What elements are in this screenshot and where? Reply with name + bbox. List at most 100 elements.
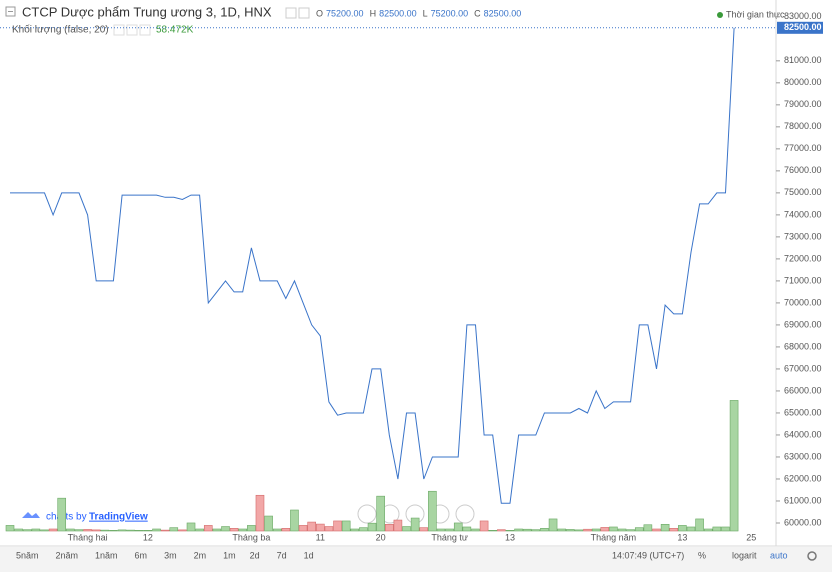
x-tick-label: 13 [677, 532, 687, 542]
range-button[interactable]: 1d [304, 550, 314, 560]
y-tick-label: 83000.00 [784, 11, 822, 21]
volume-bar [652, 528, 661, 532]
price-line [10, 27, 735, 504]
volume-bar [505, 530, 515, 532]
volume-bar [281, 528, 291, 532]
volume-bar [195, 528, 204, 532]
y-tick-label: 66000.00 [784, 385, 822, 395]
volume-bar [660, 523, 670, 532]
volume-bar [626, 529, 635, 532]
volume-bar [109, 530, 118, 532]
volume-legend: Khối lượng (false, 20) [12, 24, 109, 36]
nav-right[interactable] [455, 504, 475, 524]
volume-bar [531, 529, 541, 532]
volume-bar [669, 528, 679, 532]
x-tick-label: Tháng năm [591, 532, 637, 542]
volume-bar [341, 520, 351, 532]
range-button[interactable]: 2m [194, 550, 207, 560]
y-tick-label: 75000.00 [784, 187, 822, 197]
volume-bar [402, 526, 411, 532]
ohlc-value: 75200.00 [431, 8, 469, 18]
volume-bar [384, 523, 394, 532]
range-button[interactable]: 3m [164, 550, 177, 560]
x-tick-label: 13 [505, 532, 515, 542]
volume-bar [514, 528, 523, 532]
icon [285, 7, 297, 19]
y-tick-label: 64000.00 [784, 429, 822, 439]
ohlc-label: O [316, 8, 323, 18]
volume-bar [221, 526, 230, 532]
volume-bar [298, 525, 308, 532]
auto-button[interactable]: auto [770, 550, 788, 560]
range-button[interactable]: 1năm [95, 550, 118, 560]
log-button[interactable]: logarit [732, 550, 757, 560]
icon [113, 24, 125, 36]
volume-bar [40, 529, 49, 532]
percent-button[interactable]: % [698, 550, 706, 560]
icon [126, 24, 138, 36]
range-button[interactable]: 7d [277, 550, 287, 560]
volume-bar [272, 528, 282, 532]
volume-bar [264, 515, 273, 532]
volume-bar [229, 528, 239, 532]
ohlc-value: 75200.00 [326, 8, 364, 18]
volume-bar [479, 520, 489, 532]
range-button[interactable]: 2năm [56, 550, 79, 560]
volume-bar [695, 518, 704, 532]
nav-left[interactable] [357, 504, 377, 524]
volume-bar [203, 525, 213, 532]
y-tick-label: 72000.00 [784, 253, 822, 263]
volume-bar [376, 495, 385, 532]
range-button[interactable]: 6m [135, 550, 148, 560]
volume-bar [721, 526, 730, 532]
y-tick-label: 62000.00 [784, 473, 822, 483]
volume-bar [436, 528, 446, 532]
volume-bar [126, 529, 135, 532]
volume-bar [178, 529, 187, 532]
volume-bar [5, 525, 15, 532]
y-tick-label: 80000.00 [784, 77, 822, 87]
collapse-icon[interactable] [5, 6, 16, 17]
range-button[interactable]: 2d [250, 550, 260, 560]
volume-last: 58.472K [156, 25, 194, 36]
volume-bar [643, 524, 653, 532]
y-tick-label: 67000.00 [784, 363, 822, 373]
volume-bar [686, 526, 696, 532]
range-button[interactable]: 5năm [16, 550, 39, 560]
volume-bar [74, 529, 84, 532]
y-tick-label: 76000.00 [784, 165, 822, 175]
volume-bar [393, 519, 403, 532]
volume-bar [712, 526, 722, 532]
volume-bar [186, 522, 196, 532]
range-button[interactable]: 1m [223, 550, 236, 560]
volume-bar [14, 528, 23, 532]
volume-bar [100, 529, 110, 532]
volume-bar [83, 529, 92, 532]
volume-bar [160, 529, 170, 532]
volume-bar [152, 528, 161, 532]
y-tick-label: 71000.00 [784, 275, 822, 285]
x-tick-label: Tháng tư [431, 532, 468, 542]
volume-bar [428, 490, 437, 532]
branding-name[interactable]: TradingView [89, 512, 148, 523]
y-tick-label: 77000.00 [784, 143, 822, 153]
ohlc-value: 82500.00 [484, 8, 522, 18]
volume-bar [522, 528, 532, 532]
volume-bar [540, 528, 549, 532]
volume-bar [609, 526, 618, 532]
toolbar-bg [0, 547, 832, 572]
realtime-dot [717, 12, 723, 18]
ohlc-label: L [423, 8, 428, 18]
volume-bar [247, 525, 256, 532]
x-tick-label: 25 [746, 532, 756, 542]
volume-bar [316, 523, 325, 532]
volume-bar [290, 509, 299, 532]
y-tick-label: 63000.00 [784, 451, 822, 461]
settings-button[interactable] [807, 551, 817, 561]
y-tick-label: 74000.00 [784, 209, 822, 219]
volume-bar [488, 530, 498, 532]
ohlc-value: 82500.00 [379, 8, 417, 18]
last-price-label: 82500.00 [784, 22, 822, 32]
volume-bar [591, 528, 601, 532]
